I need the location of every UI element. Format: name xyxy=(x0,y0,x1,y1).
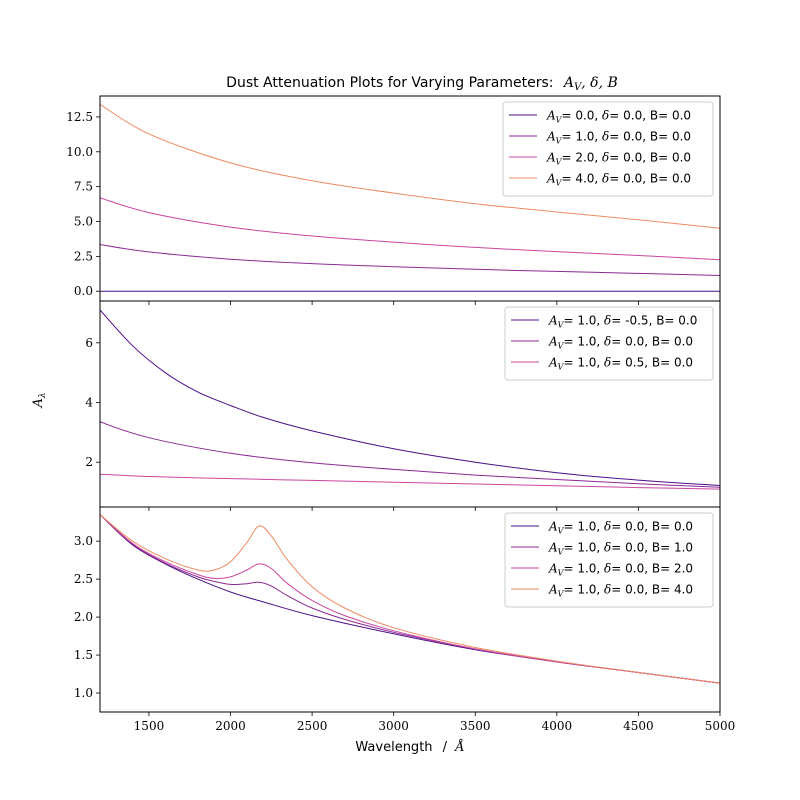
panel-3-legend-box xyxy=(504,512,714,608)
panel-2-legend-box xyxy=(504,306,714,381)
panel-2-y-tick-label-3: 6 xyxy=(85,336,93,350)
panel-3-series-line-3 xyxy=(100,514,720,684)
panel-3-legend: AV= 1.0, δ= 0.0, B= 0.0 AV= 1.0, δ= 0.0, … xyxy=(504,512,714,608)
x-tick-label-8: 5000 xyxy=(705,719,736,733)
plot-area: 0.0 2.5 5.0 7.5 10.0 12.5 AV= 0.0, δ= 0.0, B= … xyxy=(66,95,736,733)
panel-3-legend-label-3: AV= 1.0, δ= 0.0, B= 2.0 xyxy=(548,562,693,578)
panel-1-y-tick-label-3: 5.0 xyxy=(74,215,93,229)
panel-3-series xyxy=(100,514,720,684)
panel-1-y-tick-label-2: 2.5 xyxy=(74,249,93,263)
x-tick-label-3: 2500 xyxy=(297,719,328,733)
chart-title-math-rest: , δ, B xyxy=(581,75,618,91)
x-axis-label: Wavelength / Å xyxy=(355,739,464,755)
x-tick-label-5: 3500 xyxy=(460,719,491,733)
panel-3-y-tick-label-2: 1.5 xyxy=(74,648,93,662)
panel-2-legend-label-1: AV= 1.0, δ= -0.5, B= 0.0 xyxy=(548,314,697,330)
panel-2-legend-label-2: AV= 1.0, δ= 0.0, B= 0.0 xyxy=(548,335,693,351)
panel-3-legend-label-2: AV= 1.0, δ= 0.0, B= 1.0 xyxy=(548,541,693,557)
panel-1-legend-label-3: AV= 2.0, δ= 0.0, B= 0.0 xyxy=(546,151,691,167)
y-axis-label-a: A xyxy=(31,398,46,408)
x-axis-label-sep: / xyxy=(443,740,448,755)
x-tick-label-1: 1500 xyxy=(134,719,165,733)
panel-3-y-tick-label-5: 3.0 xyxy=(74,534,93,548)
panel-1-legend: AV= 0.0, δ= 0.0, B= 0.0 AV= 1.0, δ= 0.0, … xyxy=(502,101,714,197)
panel-1-legend-box xyxy=(502,101,714,197)
x-tick-label-6: 4000 xyxy=(542,719,573,733)
panel-3-series-line-4 xyxy=(100,514,720,684)
panel-1-y-tick-label-5: 10.0 xyxy=(66,145,93,159)
panel-1-legend-label-2: AV= 1.0, δ= 0.0, B= 0.0 xyxy=(546,130,691,146)
panel-1-y-tick-label-4: 7.5 xyxy=(74,180,93,194)
panel-2-series xyxy=(100,309,720,490)
chart-title: Dust Attenuation Plots for Varying Param… xyxy=(226,75,618,93)
y-axis-label-sub: λ xyxy=(38,392,48,399)
panel-1: 0.0 2.5 5.0 7.5 10.0 12.5 AV= 0.0, δ= 0.0, B= … xyxy=(66,95,721,305)
panel-2-series-line-3 xyxy=(100,473,720,490)
chart-title-math-a: A xyxy=(562,75,574,91)
panel-1-legend-label-1: AV= 0.0, δ= 0.0, B= 0.0 xyxy=(546,109,691,125)
x-tick-label-4: 3000 xyxy=(378,719,409,733)
panel-1-series-line-2 xyxy=(100,244,720,276)
panel-1-y-tick-label-1: 0.0 xyxy=(74,284,93,298)
panel-1-y-tick-label-6: 12.5 xyxy=(66,110,93,124)
panel-3-frame xyxy=(99,506,721,713)
panel-2-series-line-2 xyxy=(100,421,720,488)
panel-3-y-tick-label-3: 2.0 xyxy=(74,610,93,624)
panel-2-y-tick-label-2: 4 xyxy=(85,396,93,410)
chart-title-text: Dust Attenuation Plots for Varying Param… xyxy=(226,75,553,91)
panel-3-legend-label-1: AV= 1.0, δ= 0.0, B= 0.0 xyxy=(548,520,693,536)
x-tick-label-7: 4500 xyxy=(623,719,654,733)
panel-1-series xyxy=(100,103,720,292)
panel-2-legend: AV= 1.0, δ= -0.5, B= 0.0 AV= 1.0, δ= 0.0,… xyxy=(504,306,714,381)
x-tick-label-2: 2000 xyxy=(215,719,246,733)
panel-2: 2 4 6 AV= 1.0, δ= -0.5, B= 0.0 AV= 1.0, δ= 0… xyxy=(85,300,721,511)
chart-title-math-v: V xyxy=(574,82,583,93)
panel-1-series-line-3 xyxy=(100,197,720,261)
panel-3-y-tick-label-4: 2.5 xyxy=(74,572,93,586)
panel-3: 1.0 1.5 2.0 2.5 3.0 1500 2000 2500 3000 3500 4000 4… xyxy=(74,506,736,733)
panel-1-legend-label-4: AV= 4.0, δ= 0.0, B= 0.0 xyxy=(546,172,691,188)
panel-2-series-line-1 xyxy=(100,309,720,486)
panel-3-y-tick-label-1: 1.0 xyxy=(74,686,93,700)
panel-2-y-tick-label-1: 2 xyxy=(85,455,93,469)
panel-3-legend-label-4: AV= 1.0, δ= 0.0, B= 4.0 xyxy=(548,583,693,599)
x-axis-label-unit: Å xyxy=(453,739,464,755)
x-axis-label-text: Wavelength xyxy=(355,740,432,755)
y-axis-label: Aλ xyxy=(31,392,48,408)
panel-2-legend-label-3: AV= 1.0, δ= 0.5, B= 0.0 xyxy=(548,356,693,372)
panel-1-series-line-4 xyxy=(100,103,720,229)
